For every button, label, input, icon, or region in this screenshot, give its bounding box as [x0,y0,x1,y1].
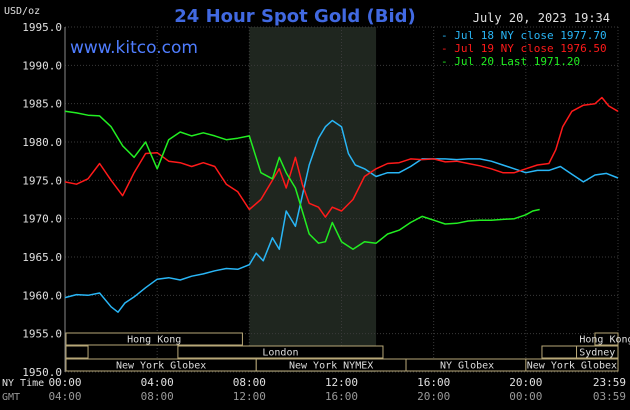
x-tick-label-ny: 20:00 [509,376,542,389]
chart-title: 24 Hour Spot Gold (Bid) [174,6,415,27]
x-tick-label-gmt: 04:00 [48,390,81,403]
session-bar-label: New York Globex [116,361,206,372]
y-tick-label: 1950.0 [22,366,62,379]
x-tick-label-ny: 12:00 [325,376,358,389]
x-tick-label-ny: 08:00 [233,376,266,389]
legend-entry-1: - Jul 18 NY close 1977.70 [441,29,607,42]
session-bar [594,332,619,346]
watermark: www.kitco.com [70,38,198,58]
y-tick-label: 1965.0 [22,251,62,264]
legend: - Jul 18 NY close 1977.70- Jul 19 NY clo… [441,29,607,68]
y-tick-label: 1975.0 [22,174,62,187]
session-bar-label: London [262,348,298,359]
session-bar [65,332,243,346]
x-tick-label-gmt: 08:00 [141,390,174,403]
series-line-1 [64,119,619,313]
session-bar-label: New York NYMEX [289,361,373,372]
x-tick-label-gmt: 20:00 [417,390,450,403]
series-line-2 [64,96,619,218]
y-tick-label: 1995.0 [22,21,62,34]
y-tick-label: 1960.0 [22,289,62,302]
session-bar-label: Sydney [579,348,615,359]
x-tick-label-ny: 16:00 [417,376,450,389]
x-tick-label-gmt: 00:00 [509,390,542,403]
x-tick-label-ny: 00:00 [48,376,81,389]
session-stub [65,345,89,359]
session-bar-label: Hong Kong [579,335,630,346]
y-tick-label: 1970.0 [22,213,62,226]
x-tick-label-ny: 04:00 [141,376,174,389]
x-tick-label-gmt: 16:00 [325,390,358,403]
session-bar-label: Hong Kong [127,335,181,346]
y-tick-label: 1990.0 [22,59,62,72]
ny-time-label: NY Time [2,378,44,389]
y-tick-label: 1980.0 [22,136,62,149]
x-tick-label-gmt: 12:00 [233,390,266,403]
session-bar [525,358,619,372]
session-stub [541,345,578,359]
x-tick-label-ny: 23:59 [593,376,626,389]
legend-entry-2: - Jul 19 NY close 1976.50 [441,42,607,55]
shaded-session-region [249,27,377,372]
session-bar [177,345,384,359]
session-bar-label: NY Globex [440,361,494,372]
series-line-3 [64,110,540,251]
session-bar [576,345,619,359]
y-tick-label: 1955.0 [22,328,62,341]
session-bar-label: New York Globex [527,361,617,372]
legend-entry-3: - Jul 20 Last 1971.20 [441,55,580,68]
y-tick-label: 1985.0 [22,98,62,111]
x-tick-label-gmt: 03:59 [593,390,626,403]
gmt-label: GMT [2,392,20,403]
chart-timestamp: July 20, 2023 19:34 [473,11,610,25]
y-axis-unit-label: USD/oz [4,6,40,17]
